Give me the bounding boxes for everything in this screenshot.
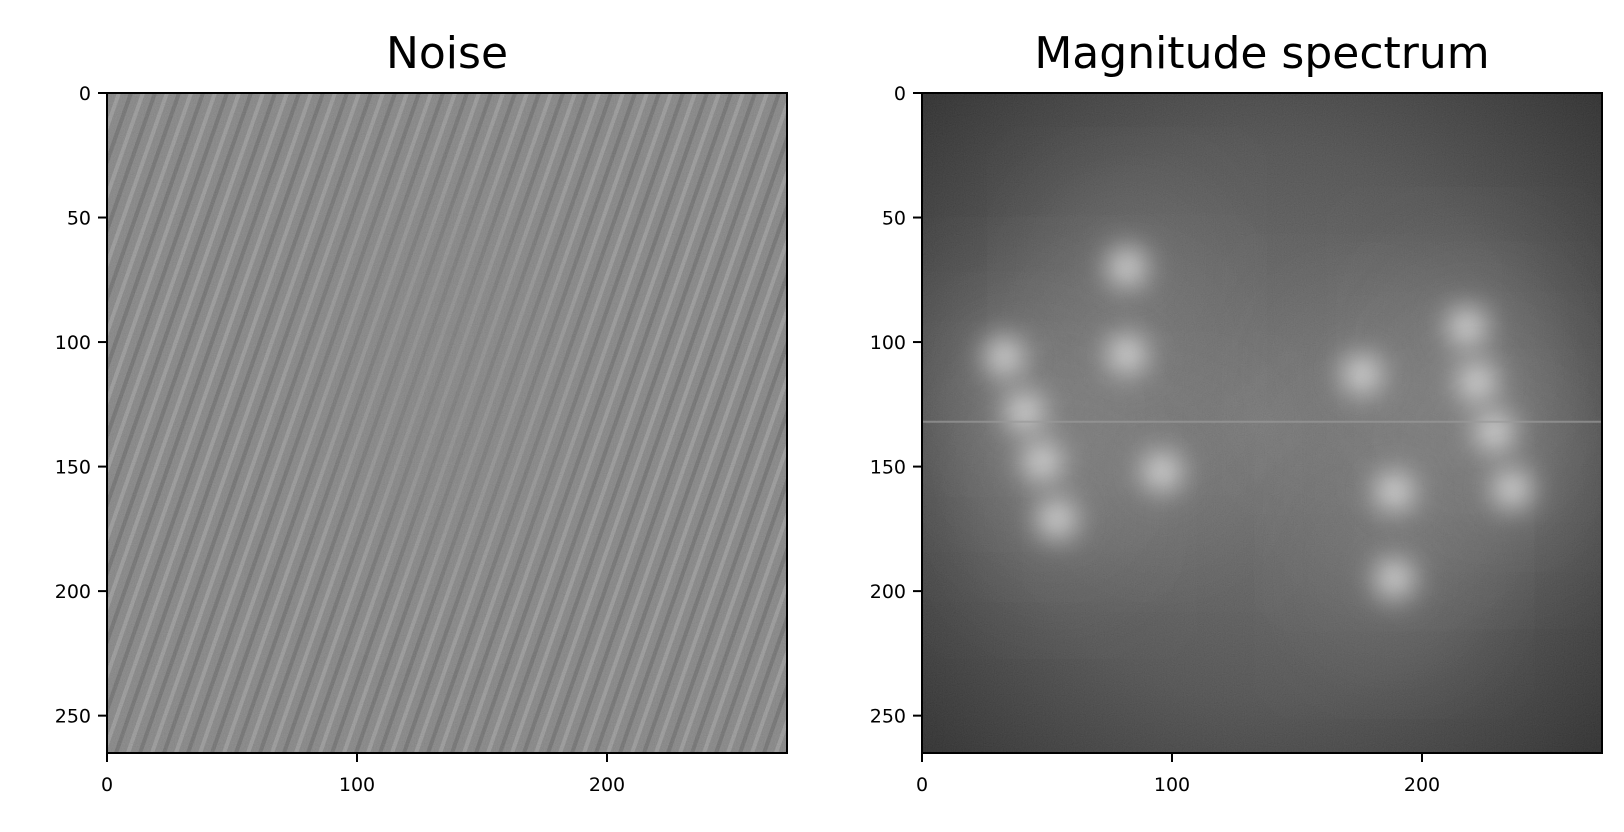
noise-fringe (107, 93, 109, 100)
spectrum-axes-frame (921, 92, 1603, 754)
noise-image (0, 93, 787, 753)
spectrum-y-tick-label: 150 (870, 457, 906, 479)
spectrum-x-tick-label: 200 (1404, 774, 1440, 796)
spectrum-title: Magnitude spectrum (1034, 28, 1489, 79)
noise-y-tick-label: 150 (55, 457, 91, 479)
noise-title: Noise (386, 28, 508, 79)
noise-fringe (0, 93, 35, 753)
noise-panel: Noise 0 100 200 0 50 100 150 200 250 (0, 28, 788, 796)
spectrum-peak (974, 327, 1035, 387)
noise-fringe (107, 93, 121, 134)
spectrum-y-tick-label: 200 (870, 581, 906, 603)
spectrum-x-tick-label: 100 (1154, 774, 1190, 796)
spectrum-peak (1464, 401, 1525, 462)
spectrum-peak (1447, 351, 1507, 412)
spectrum-peak (1332, 344, 1392, 405)
spectrum-peak (1437, 297, 1497, 358)
noise-y-tick-label: 250 (55, 706, 91, 728)
spectrum-peak (1364, 548, 1425, 609)
noise-fringe (0, 93, 95, 753)
spectrum-y-tick-label: 50 (882, 208, 906, 230)
noise-fringe (0, 93, 11, 753)
spectrum-peak (1482, 459, 1542, 519)
noise-x-tick-label: 0 (101, 774, 113, 796)
noise-y-axis: 0 50 100 150 200 250 (55, 83, 107, 728)
noise-x-axis: 0 100 200 (101, 753, 625, 796)
spectrum-y-tick-label: 0 (894, 83, 906, 105)
noise-fringe (0, 93, 59, 753)
noise-fringe (0, 93, 47, 753)
spectrum-y-tick-label: 250 (870, 706, 906, 728)
spectrum-peak (994, 381, 1055, 442)
spectrum-peak (1364, 461, 1425, 522)
spectrum-peak (1012, 431, 1072, 492)
noise-x-tick-label: 100 (339, 774, 375, 796)
spectrum-image (922, 93, 1602, 753)
spectrum-y-axis: 0 50 100 150 200 250 (870, 83, 922, 728)
spectrum-y-tick-label: 100 (870, 332, 906, 354)
noise-axes-frame (106, 92, 788, 754)
noise-x-tick-label: 200 (589, 774, 625, 796)
noise-y-tick-label: 50 (67, 208, 91, 230)
noise-y-tick-label: 0 (79, 83, 91, 105)
spectrum-peak (1097, 324, 1157, 385)
noise-fringe (0, 93, 83, 753)
spectrum-peak (1027, 488, 1087, 549)
spectrum-panel: Magnitude spectrum 0 100 200 0 50 100 150 200 2… (870, 28, 1603, 796)
noise-y-tick-label: 200 (55, 581, 91, 603)
spectrum-x-tick-label: 0 (916, 774, 928, 796)
noise-y-tick-label: 100 (55, 332, 91, 354)
spectrum-peak (1097, 237, 1157, 298)
noise-fringe (0, 93, 23, 753)
noise-fringe (0, 93, 71, 753)
spectrum-peak (1132, 441, 1192, 502)
spectrum-x-axis: 0 100 200 (916, 753, 1440, 796)
